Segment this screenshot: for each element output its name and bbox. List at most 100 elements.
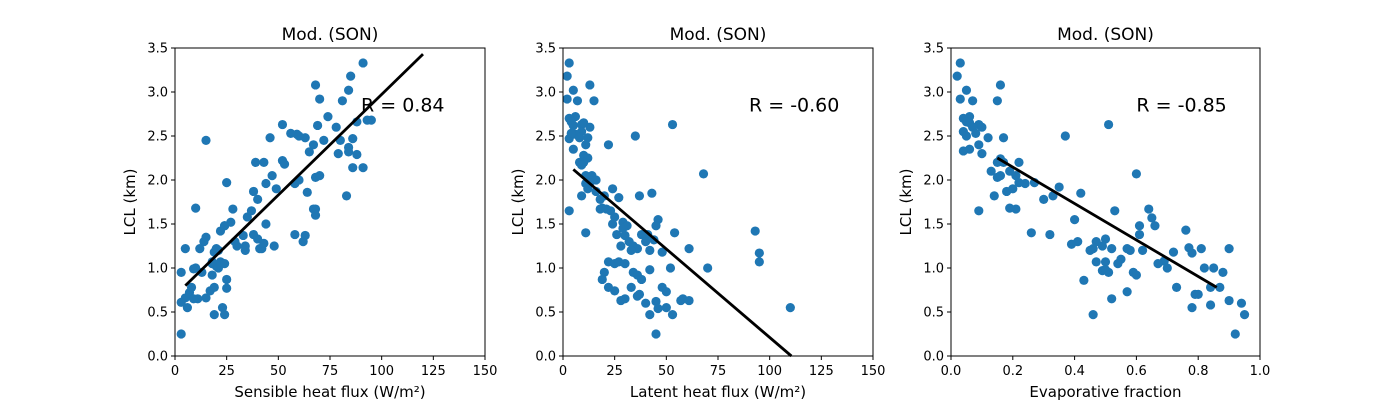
data-point xyxy=(294,131,304,141)
data-point xyxy=(300,230,310,241)
data-point xyxy=(961,131,972,141)
data-point xyxy=(667,119,678,130)
data-point xyxy=(267,171,277,181)
data-point xyxy=(661,287,671,297)
data-point xyxy=(1147,213,1157,223)
data-point xyxy=(1060,131,1070,141)
y-tick-label: 3.5 xyxy=(535,42,556,57)
data-point xyxy=(1131,270,1141,280)
data-point xyxy=(986,166,996,176)
data-point xyxy=(366,115,376,125)
data-point xyxy=(195,244,205,254)
data-point xyxy=(310,210,321,220)
data-point xyxy=(568,120,578,131)
data-point xyxy=(562,94,572,104)
data-point xyxy=(348,134,358,144)
data-point xyxy=(585,122,595,132)
data-point xyxy=(246,206,257,216)
data-point xyxy=(983,133,993,143)
data-point xyxy=(577,191,587,201)
data-point xyxy=(1187,248,1197,258)
data-point xyxy=(209,310,219,320)
x-tick-label: 150 xyxy=(473,364,498,379)
data-point xyxy=(1107,294,1117,304)
data-point xyxy=(1236,298,1247,308)
data-point xyxy=(331,122,341,132)
data-point xyxy=(207,257,217,267)
data-point xyxy=(319,135,329,145)
data-point xyxy=(1005,203,1015,213)
data-point xyxy=(647,188,657,198)
data-point xyxy=(217,303,228,313)
data-point xyxy=(1168,247,1179,257)
data-point xyxy=(271,184,281,194)
y-tick-label: 3.5 xyxy=(923,42,944,57)
x-tick-label: 0.8 xyxy=(1188,364,1209,379)
data-point xyxy=(995,171,1006,181)
y-tick-label: 1.0 xyxy=(147,262,168,277)
data-point xyxy=(614,193,624,203)
data-point xyxy=(1230,329,1240,339)
data-point xyxy=(1070,215,1080,225)
data-point xyxy=(315,171,325,181)
data-point xyxy=(955,58,965,68)
data-point xyxy=(1085,245,1095,255)
data-point xyxy=(665,263,676,273)
x-tick-label: 0.2 xyxy=(1002,364,1023,379)
data-point xyxy=(186,282,197,292)
y-tick-label: 0.5 xyxy=(535,306,556,321)
data-point xyxy=(608,219,618,229)
data-point xyxy=(1066,239,1077,249)
data-point xyxy=(1162,263,1172,273)
data-point xyxy=(1100,234,1111,244)
data-point xyxy=(1039,194,1049,204)
data-point xyxy=(344,147,354,157)
data-point xyxy=(1131,169,1141,179)
data-point xyxy=(651,296,661,307)
x-tick-label: 50 xyxy=(658,364,675,379)
data-point xyxy=(667,310,678,320)
data-point xyxy=(568,144,578,154)
data-point xyxy=(626,282,636,292)
data-point xyxy=(952,71,962,81)
data-point xyxy=(1193,289,1203,299)
regression-line xyxy=(184,53,424,287)
data-point xyxy=(1239,310,1250,320)
x-tick-label: 0.0 xyxy=(941,364,962,379)
data-point xyxy=(754,248,764,258)
panel-3: 0.0 0.2 0.4 0.6 0.8 1.0 0.0 0.5 1.0 1.5 2.0 2.5 3.0 3… xyxy=(897,25,1270,400)
data-point xyxy=(1008,184,1018,194)
data-point xyxy=(581,140,591,150)
data-point xyxy=(670,228,680,238)
data-point xyxy=(1026,228,1036,238)
y-tick-label: 1.0 xyxy=(923,262,944,277)
data-point xyxy=(1153,259,1163,269)
y-tick-label: 1.5 xyxy=(147,218,168,233)
data-point xyxy=(220,310,230,320)
data-point xyxy=(1045,229,1055,240)
data-point xyxy=(344,85,354,95)
data-point xyxy=(180,244,190,254)
data-point xyxy=(1011,171,1021,181)
x-tick-label: 125 xyxy=(809,364,834,379)
y-tick-label: 1.5 xyxy=(535,218,556,233)
data-point xyxy=(684,295,694,306)
x-axis-label: Latent heat flux (W/m²) xyxy=(630,383,806,400)
data-point xyxy=(998,133,1009,143)
data-point xyxy=(634,289,645,299)
x-tick-label: 50 xyxy=(270,364,287,379)
data-point xyxy=(961,85,972,95)
x-axis-label: Evaporative fraction xyxy=(1029,383,1181,400)
data-point xyxy=(1224,295,1234,306)
data-point xyxy=(248,186,259,197)
data-point xyxy=(977,149,987,159)
panel-title: Mod. (SON) xyxy=(670,25,767,45)
data-point xyxy=(620,259,630,269)
data-point xyxy=(977,122,987,132)
correlation-annotation: R = 0.84 xyxy=(361,94,445,116)
x-tick-label: 0 xyxy=(559,364,567,379)
x-tick-label: 100 xyxy=(757,364,782,379)
data-point xyxy=(1097,241,1108,251)
data-point xyxy=(261,219,271,229)
data-point xyxy=(269,241,279,251)
